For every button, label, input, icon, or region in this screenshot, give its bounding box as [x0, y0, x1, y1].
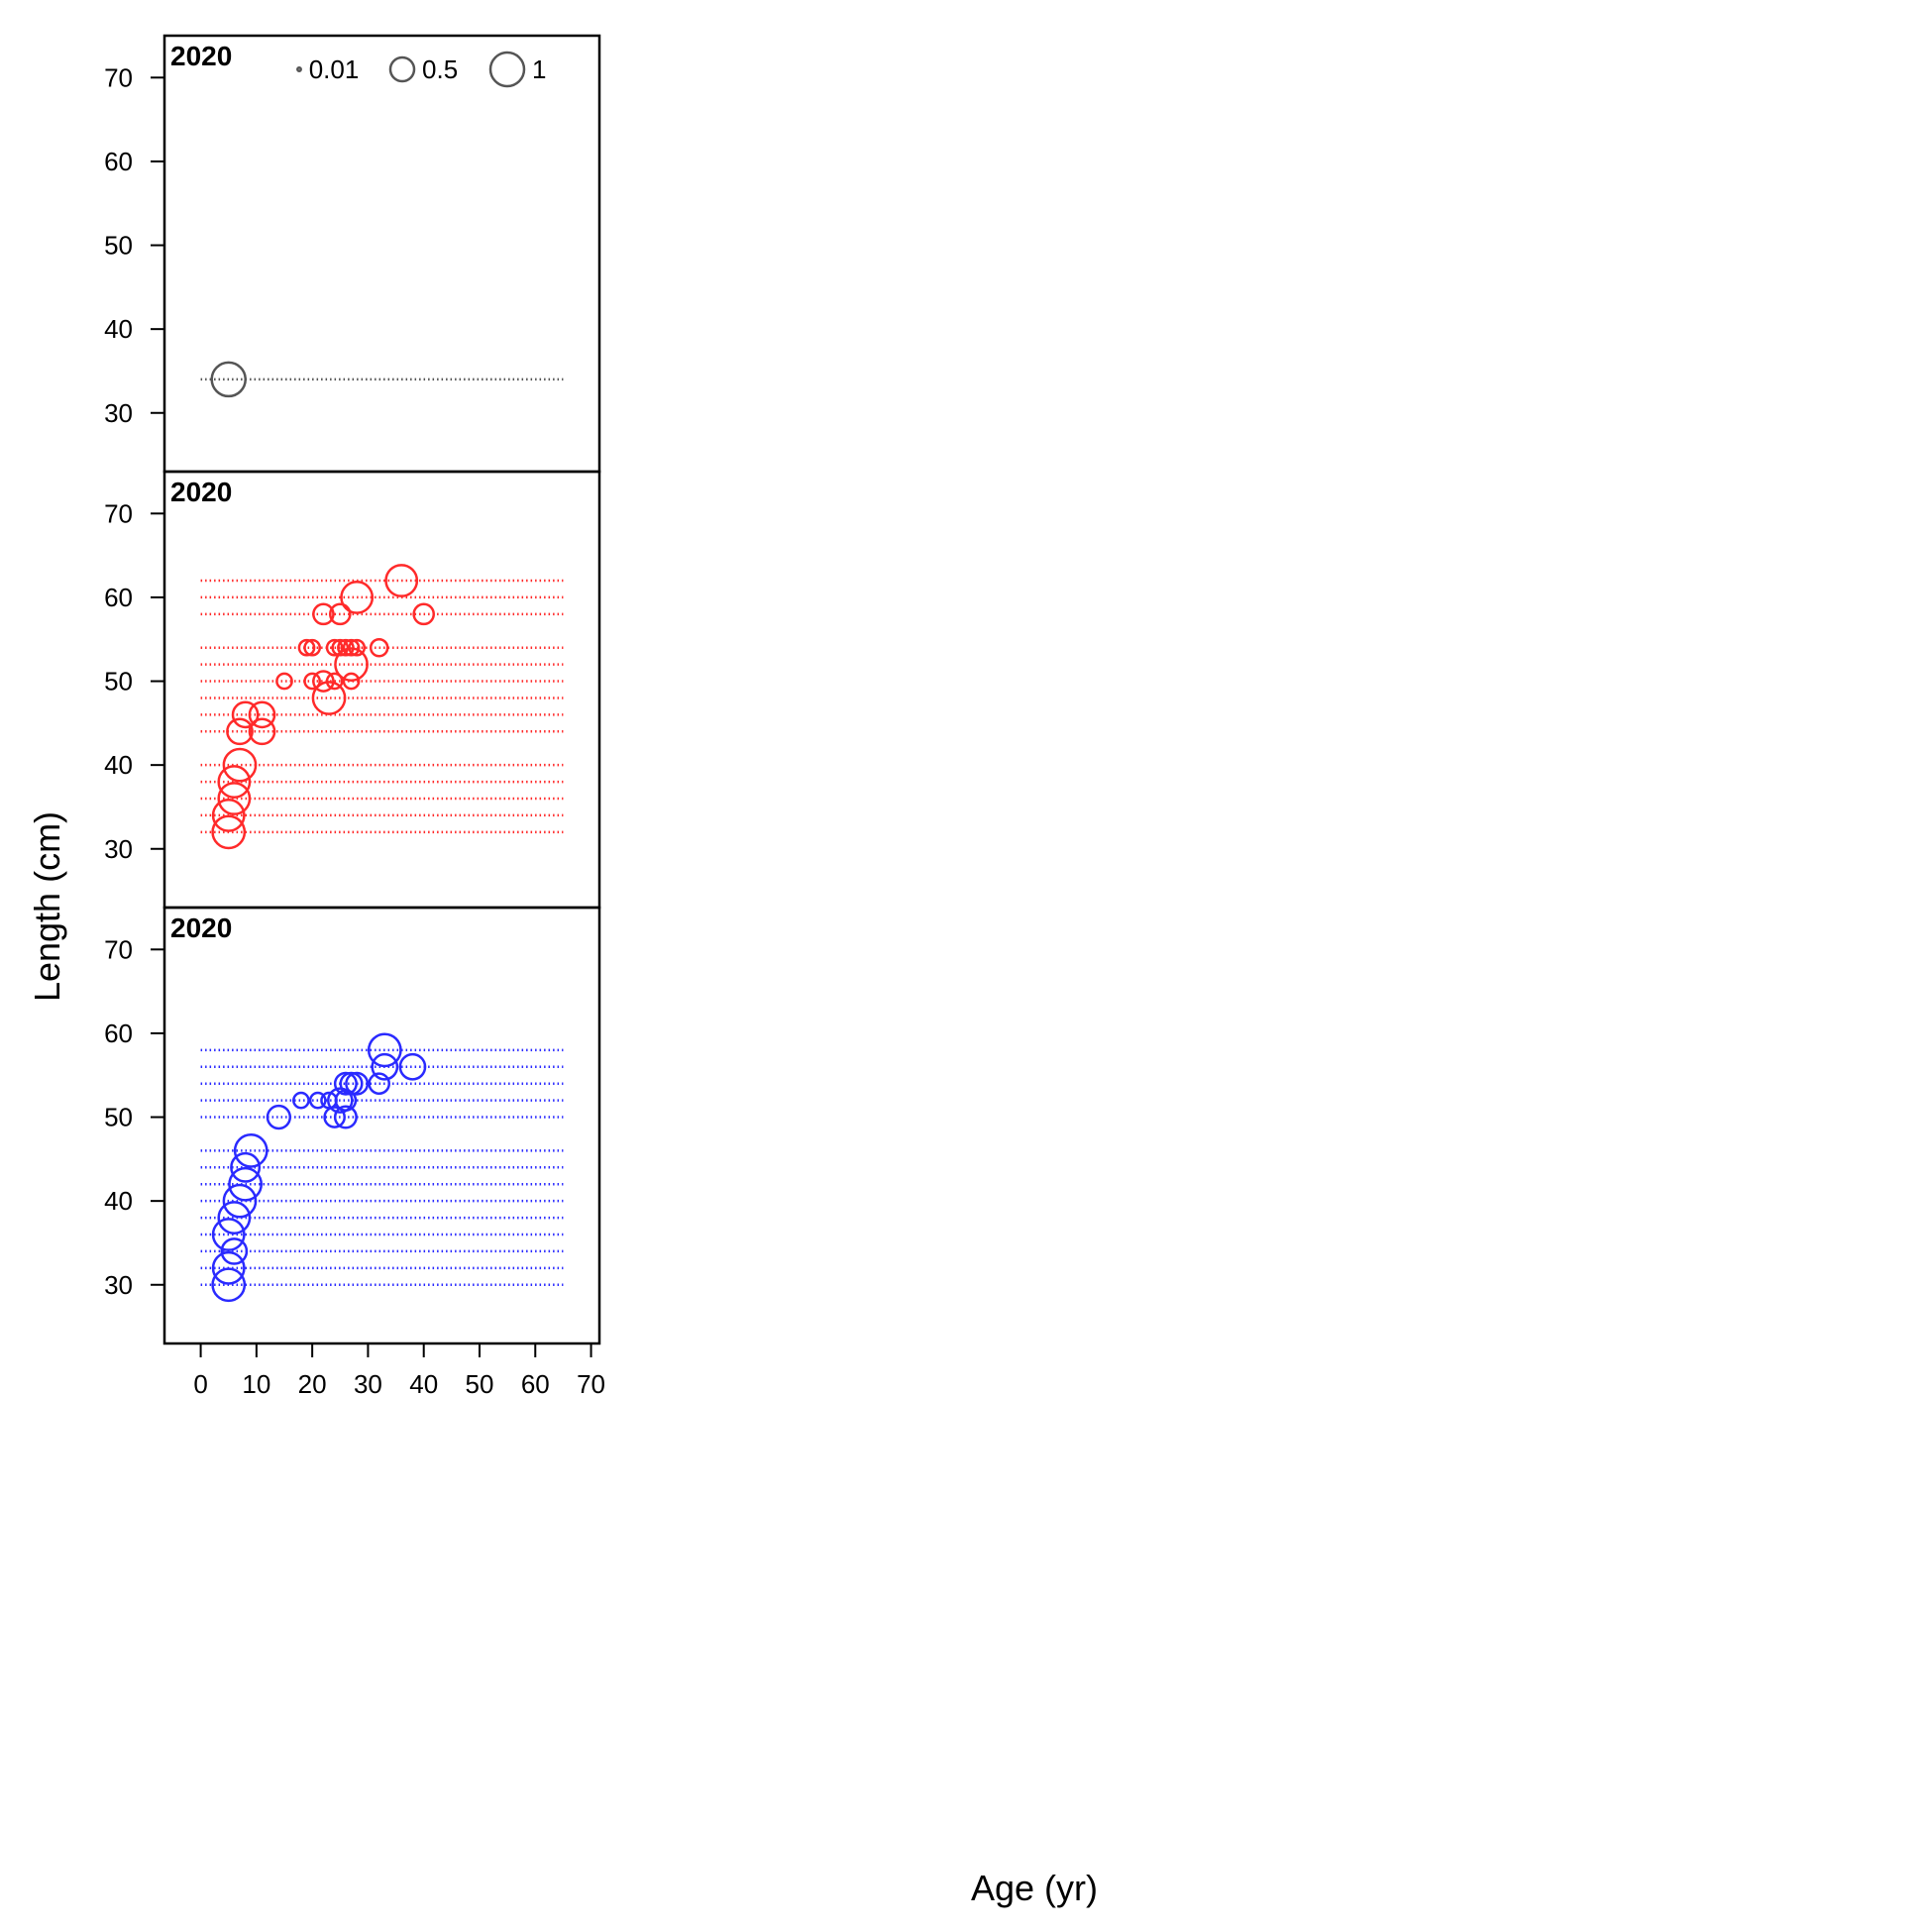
bubble-point	[297, 638, 316, 657]
bubble-point	[323, 1106, 346, 1128]
bubble-point	[367, 1032, 402, 1068]
bubble-point	[211, 798, 246, 832]
bubble-point	[325, 638, 344, 657]
y-tick-label: 60	[104, 583, 133, 612]
y-tick-label: 40	[104, 750, 133, 780]
bubble-point	[248, 700, 276, 729]
bubble-point	[369, 637, 389, 658]
panels: 30 40 50 60 70 2020 0.01 0.5 1 30 40 50 60 70 2020 30 40…	[104, 34, 605, 1399]
bubble-point	[226, 717, 254, 746]
bubble-point	[312, 670, 335, 693]
bubble-point	[210, 361, 247, 398]
bubble-point	[371, 1052, 399, 1081]
y-tick-label: 40	[104, 314, 133, 344]
x-tick-label: 60	[521, 1369, 550, 1399]
bubble-point	[311, 681, 347, 715]
bubble-point	[233, 1133, 268, 1168]
legend-bubble	[388, 55, 416, 83]
x-axis-label: Age (yr)	[971, 1868, 1098, 1908]
panel-frame	[162, 34, 601, 474]
x-tick-label: 40	[409, 1369, 438, 1399]
bubble-point	[312, 602, 335, 626]
bubble-point	[342, 638, 361, 657]
y-tick-label: 30	[104, 834, 133, 864]
y-tick-label: 70	[104, 62, 133, 92]
y-tick-label: 50	[104, 1103, 133, 1132]
bubble-point	[303, 638, 322, 657]
bubble-point	[384, 564, 419, 597]
bubble-point	[228, 1166, 263, 1202]
bubble-point	[331, 638, 350, 657]
y-tick-label: 70	[104, 498, 133, 528]
legend-label: 1	[532, 54, 546, 84]
bubble-point	[217, 1201, 252, 1235]
legend-label: 0.5	[422, 54, 458, 84]
bubble-point	[217, 782, 252, 815]
bubble-point	[345, 1071, 370, 1096]
panel-label: 2020	[170, 41, 232, 71]
panel-frame	[162, 470, 601, 910]
bubble-point	[412, 602, 436, 626]
bubble-point	[217, 765, 252, 800]
y-tick-label: 30	[104, 1270, 133, 1300]
bubble-point	[211, 1250, 246, 1285]
panel-label: 2020	[170, 912, 232, 943]
x-tick-label: 0	[193, 1369, 207, 1399]
bubble-point	[334, 647, 369, 682]
bubble-point	[339, 1071, 364, 1096]
bubble-point	[348, 638, 367, 657]
bubble-point	[292, 1091, 310, 1110]
bubble-point	[211, 1218, 246, 1251]
panel-label: 2020	[170, 477, 232, 507]
bubble-point	[334, 1089, 358, 1112]
legend-label: 0.01	[309, 54, 360, 84]
x-tick-label: 50	[466, 1369, 494, 1399]
bubble-point	[222, 747, 258, 783]
bubble-point	[222, 1183, 258, 1219]
panel-3: 30 40 50 60 70 2020 0 10 20 30 40 50 60 70	[104, 906, 605, 1399]
y-tick-label: 40	[104, 1186, 133, 1216]
panel-frame	[162, 906, 601, 1345]
bubble-point	[325, 672, 344, 691]
y-tick-label: 50	[104, 231, 133, 261]
bubble-point	[342, 672, 361, 691]
bubble-point	[340, 580, 375, 614]
y-tick-label: 60	[104, 1019, 133, 1048]
bubble-point	[266, 1104, 292, 1130]
bubble-point	[368, 1072, 390, 1095]
y-tick-label: 30	[104, 398, 133, 428]
bubble-point	[333, 1071, 358, 1096]
panel-1: 30 40 50 60 70 2020 0.01 0.5 1	[104, 34, 601, 474]
size-legend: 0.01 0.5 1	[296, 51, 546, 88]
panel-2: 30 40 50 60 70 2020	[104, 470, 601, 910]
y-tick-label: 60	[104, 147, 133, 176]
legend-bubble	[488, 51, 526, 88]
bubble-point	[220, 1237, 249, 1265]
y-axis-label: Length (cm)	[27, 811, 67, 1002]
bubble-point	[211, 814, 247, 850]
bubble-point	[337, 638, 355, 657]
bubble-point	[398, 1052, 427, 1081]
bubble-point	[327, 1087, 354, 1114]
bubble-point	[275, 672, 293, 691]
bubble-point	[333, 1105, 358, 1129]
x-tick-label: 70	[577, 1369, 605, 1399]
x-tick-label: 30	[354, 1369, 382, 1399]
bubble-point	[308, 1091, 327, 1110]
legend-bubble	[296, 66, 302, 72]
bubble-point	[230, 1151, 262, 1183]
y-tick-label: 70	[104, 934, 133, 964]
x-tick-label: 20	[298, 1369, 327, 1399]
bubble-point	[248, 717, 276, 746]
bubble-point	[211, 1267, 247, 1303]
y-tick-label: 50	[104, 667, 133, 697]
bubble-point	[231, 700, 260, 729]
x-tick-label: 10	[242, 1369, 270, 1399]
bubble-point	[328, 602, 352, 626]
bubble-point	[303, 672, 322, 691]
